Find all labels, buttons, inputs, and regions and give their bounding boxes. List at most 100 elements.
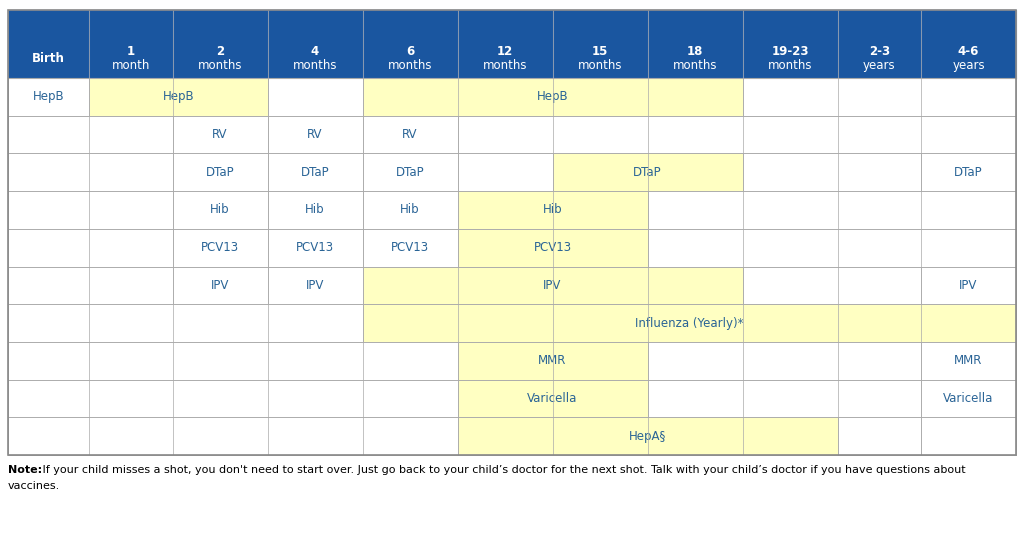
Text: Hib: Hib: [543, 203, 562, 216]
Bar: [921, 418, 1016, 455]
Bar: [267, 78, 362, 116]
Bar: [172, 116, 267, 153]
Bar: [742, 10, 838, 78]
Text: 15: 15: [592, 45, 608, 59]
Text: Varicella: Varicella: [527, 392, 578, 405]
Text: month: month: [112, 59, 150, 73]
Text: months: months: [578, 59, 623, 73]
Bar: [458, 153, 553, 191]
Text: IPV: IPV: [306, 279, 325, 292]
Text: IPV: IPV: [211, 279, 229, 292]
Text: months: months: [768, 59, 812, 73]
Text: DTaP: DTaP: [395, 166, 424, 179]
Text: If your child misses a shot, you don't need to start over. Just go back to your : If your child misses a shot, you don't n…: [39, 465, 966, 475]
Bar: [458, 380, 647, 418]
Bar: [362, 229, 458, 267]
Text: 4-6: 4-6: [957, 45, 979, 59]
Text: 1: 1: [127, 45, 135, 59]
Text: DTaP: DTaP: [301, 166, 330, 179]
Bar: [838, 418, 921, 455]
Text: HepB: HepB: [33, 91, 65, 103]
Text: IPV: IPV: [544, 279, 562, 292]
Bar: [8, 418, 458, 455]
Text: 6: 6: [406, 45, 414, 59]
Bar: [458, 10, 553, 78]
Text: Hib: Hib: [305, 203, 325, 216]
Text: PCV13: PCV13: [296, 241, 334, 254]
Bar: [458, 116, 1016, 153]
Text: RV: RV: [402, 128, 418, 141]
Text: PCV13: PCV13: [391, 241, 429, 254]
Bar: [553, 153, 742, 191]
Text: MMR: MMR: [954, 354, 983, 367]
Text: DTaP: DTaP: [206, 166, 234, 179]
Text: Hib: Hib: [210, 203, 229, 216]
Text: years: years: [863, 59, 896, 73]
Bar: [742, 78, 1016, 116]
Text: vaccines.: vaccines.: [8, 481, 60, 491]
Text: PCV13: PCV13: [534, 241, 571, 254]
Bar: [458, 191, 647, 229]
Bar: [362, 10, 458, 78]
Text: 18: 18: [687, 45, 703, 59]
Bar: [362, 267, 742, 304]
Bar: [458, 229, 647, 267]
Bar: [647, 342, 921, 380]
Text: PCV13: PCV13: [201, 241, 239, 254]
Text: HepB: HepB: [163, 91, 195, 103]
Bar: [172, 267, 267, 304]
Bar: [458, 418, 838, 455]
Bar: [8, 191, 172, 229]
Bar: [362, 191, 458, 229]
Bar: [647, 191, 1016, 229]
Bar: [267, 229, 362, 267]
Text: 19-23: 19-23: [771, 45, 809, 59]
Bar: [362, 116, 458, 153]
Bar: [647, 380, 921, 418]
Text: HepA§: HepA§: [629, 430, 667, 443]
Bar: [172, 153, 267, 191]
Bar: [8, 229, 172, 267]
Bar: [921, 380, 1016, 418]
Bar: [742, 153, 921, 191]
Text: months: months: [293, 59, 337, 73]
Text: Varicella: Varicella: [943, 392, 993, 405]
Bar: [362, 78, 742, 116]
Bar: [8, 304, 362, 342]
Text: 4: 4: [311, 45, 319, 59]
Text: RV: RV: [307, 128, 323, 141]
Bar: [921, 342, 1016, 380]
Bar: [8, 153, 172, 191]
Bar: [742, 267, 921, 304]
Bar: [267, 191, 362, 229]
Text: Hib: Hib: [400, 203, 420, 216]
Text: IPV: IPV: [959, 279, 978, 292]
Bar: [921, 10, 1016, 78]
Text: DTaP: DTaP: [633, 166, 662, 179]
Text: RV: RV: [212, 128, 227, 141]
Text: 2-3: 2-3: [868, 45, 890, 59]
Bar: [362, 304, 1016, 342]
Bar: [89, 78, 267, 116]
Bar: [267, 10, 362, 78]
Bar: [8, 116, 172, 153]
Bar: [458, 342, 647, 380]
Text: Influenza (Yearly)*: Influenza (Yearly)*: [635, 316, 743, 330]
Bar: [8, 10, 89, 78]
Bar: [8, 10, 1016, 455]
Text: months: months: [673, 59, 718, 73]
Bar: [267, 116, 362, 153]
Text: Note:: Note:: [8, 465, 42, 475]
Text: 2: 2: [216, 45, 224, 59]
Bar: [8, 380, 458, 418]
Bar: [172, 191, 267, 229]
Text: years: years: [952, 59, 985, 73]
Bar: [8, 78, 89, 116]
Bar: [172, 10, 267, 78]
Bar: [647, 10, 742, 78]
Bar: [921, 267, 1016, 304]
Bar: [647, 229, 1016, 267]
Text: MMR: MMR: [539, 354, 566, 367]
Bar: [8, 267, 172, 304]
Bar: [362, 153, 458, 191]
